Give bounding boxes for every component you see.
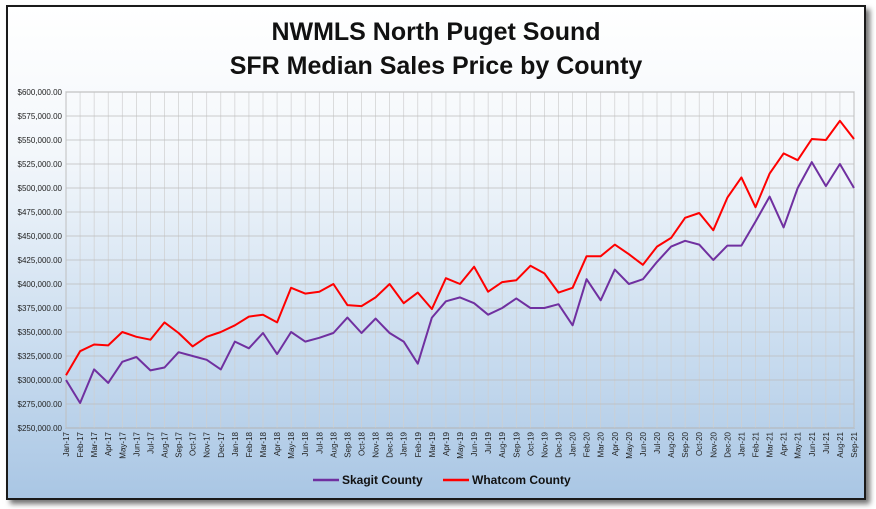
x-tick-label: May-21 bbox=[794, 431, 803, 458]
y-tick-label: $525,000.00 bbox=[18, 160, 63, 169]
x-tick-label: Mar-21 bbox=[766, 431, 775, 457]
x-tick-label: Jun-18 bbox=[301, 431, 310, 456]
legend-label-0: Skagit County bbox=[342, 473, 423, 487]
y-tick-label: $375,000.00 bbox=[18, 304, 63, 313]
x-tick-label: Feb-18 bbox=[245, 431, 254, 457]
x-tick-label: Aug-18 bbox=[329, 431, 338, 457]
x-tick-label: Apr-21 bbox=[780, 431, 789, 456]
legend-label-1: Whatcom County bbox=[472, 473, 571, 487]
x-tick-label: Mar-19 bbox=[428, 431, 437, 457]
x-tick-label: Jul-21 bbox=[822, 431, 831, 453]
x-tick-label: Apr-17 bbox=[104, 431, 113, 456]
x-tick-label: Jan-20 bbox=[569, 431, 578, 456]
x-tick-label: Oct-19 bbox=[526, 431, 535, 456]
x-tick-label: Dec-20 bbox=[723, 431, 732, 457]
x-tick-label: Dec-18 bbox=[386, 431, 395, 457]
chart-title: NWMLS North Puget Sound bbox=[271, 18, 600, 46]
x-tick-label: Nov-17 bbox=[203, 431, 212, 457]
x-tick-label: Jun-17 bbox=[132, 431, 141, 456]
y-tick-label: $325,000.00 bbox=[18, 352, 63, 361]
series-line-1 bbox=[65, 119, 855, 376]
x-tick-label: Aug-20 bbox=[667, 431, 676, 457]
x-tick-label: Jan-18 bbox=[231, 431, 240, 456]
x-tick-label: Mar-18 bbox=[259, 431, 268, 457]
x-tick-label: May-20 bbox=[625, 431, 634, 458]
x-tick-label: Nov-18 bbox=[372, 431, 381, 457]
x-tick-label: Jul-19 bbox=[484, 431, 493, 453]
x-tick-label: Mar-20 bbox=[597, 431, 606, 457]
y-tick-label: $250,000.00 bbox=[18, 424, 63, 433]
y-tick-label: $550,000.00 bbox=[18, 136, 63, 145]
x-tick-label: May-17 bbox=[118, 431, 127, 458]
y-tick-label: $450,000.00 bbox=[18, 232, 63, 241]
y-tick-label: $600,000.00 bbox=[18, 88, 63, 97]
x-tick-label: May-19 bbox=[456, 431, 465, 458]
x-tick-label: Jan-17 bbox=[62, 431, 71, 456]
line-chart: NWMLS North Puget Sound SFR Median Sales… bbox=[18, 18, 860, 487]
y-tick-label: $475,000.00 bbox=[18, 208, 63, 217]
x-tick-label: Jun-20 bbox=[639, 431, 648, 456]
x-tick-label: Dec-19 bbox=[555, 431, 564, 457]
x-tick-label: May-18 bbox=[287, 431, 296, 458]
x-tick-label: Sep-21 bbox=[850, 431, 859, 457]
x-tick-label: Jan-21 bbox=[737, 431, 746, 456]
x-tick-label: Sep-19 bbox=[512, 431, 521, 457]
chart-frame: NWMLS North Puget Sound SFR Median Sales… bbox=[6, 5, 866, 500]
x-tick-label: Apr-19 bbox=[442, 431, 451, 456]
chart-subtitle: SFR Median Sales Price by County bbox=[230, 52, 643, 80]
x-tick-label: Feb-21 bbox=[752, 431, 761, 457]
series-line-0 bbox=[65, 161, 855, 404]
x-tick-label: Feb-17 bbox=[76, 431, 85, 457]
x-tick-label: Oct-18 bbox=[358, 431, 367, 456]
x-tick-label: Oct-20 bbox=[695, 431, 704, 456]
y-tick-label: $300,000.00 bbox=[18, 376, 63, 385]
x-tick-label: Aug-21 bbox=[836, 431, 845, 457]
legend: Skagit County Whatcom County bbox=[313, 473, 571, 487]
y-tick-label: $500,000.00 bbox=[18, 184, 63, 193]
x-tick-label: Jul-18 bbox=[315, 431, 324, 453]
x-tick-label: Feb-19 bbox=[414, 431, 423, 457]
x-tick-label: Sep-18 bbox=[343, 431, 352, 457]
y-tick-label: $350,000.00 bbox=[18, 328, 63, 337]
x-tick-label: Mar-17 bbox=[90, 431, 99, 457]
x-tick-label: Jun-19 bbox=[470, 431, 479, 456]
x-tick-label: Jul-20 bbox=[653, 431, 662, 453]
x-tick-label: Feb-20 bbox=[583, 431, 592, 457]
x-tick-label: Aug-19 bbox=[498, 431, 507, 457]
y-tick-label: $425,000.00 bbox=[18, 256, 63, 265]
x-tick-label: Sep-20 bbox=[681, 431, 690, 457]
x-tick-label: Jul-17 bbox=[146, 431, 155, 453]
x-tick-label: Nov-20 bbox=[709, 431, 718, 457]
x-tick-label: Apr-20 bbox=[611, 431, 620, 456]
x-tick-label: Oct-17 bbox=[189, 431, 198, 456]
x-tick-label: Jan-19 bbox=[400, 431, 409, 456]
x-tick-label: Aug-17 bbox=[161, 431, 170, 457]
y-tick-label: $400,000.00 bbox=[18, 280, 63, 289]
x-tick-label: Jun-21 bbox=[808, 431, 817, 456]
y-tick-label: $575,000.00 bbox=[18, 112, 63, 121]
x-tick-label: Apr-18 bbox=[273, 431, 282, 456]
x-tick-label: Nov-19 bbox=[540, 431, 549, 457]
x-tick-label: Dec-17 bbox=[217, 431, 226, 457]
x-tick-label: Sep-17 bbox=[175, 431, 184, 457]
y-tick-label: $275,000.00 bbox=[18, 400, 63, 409]
